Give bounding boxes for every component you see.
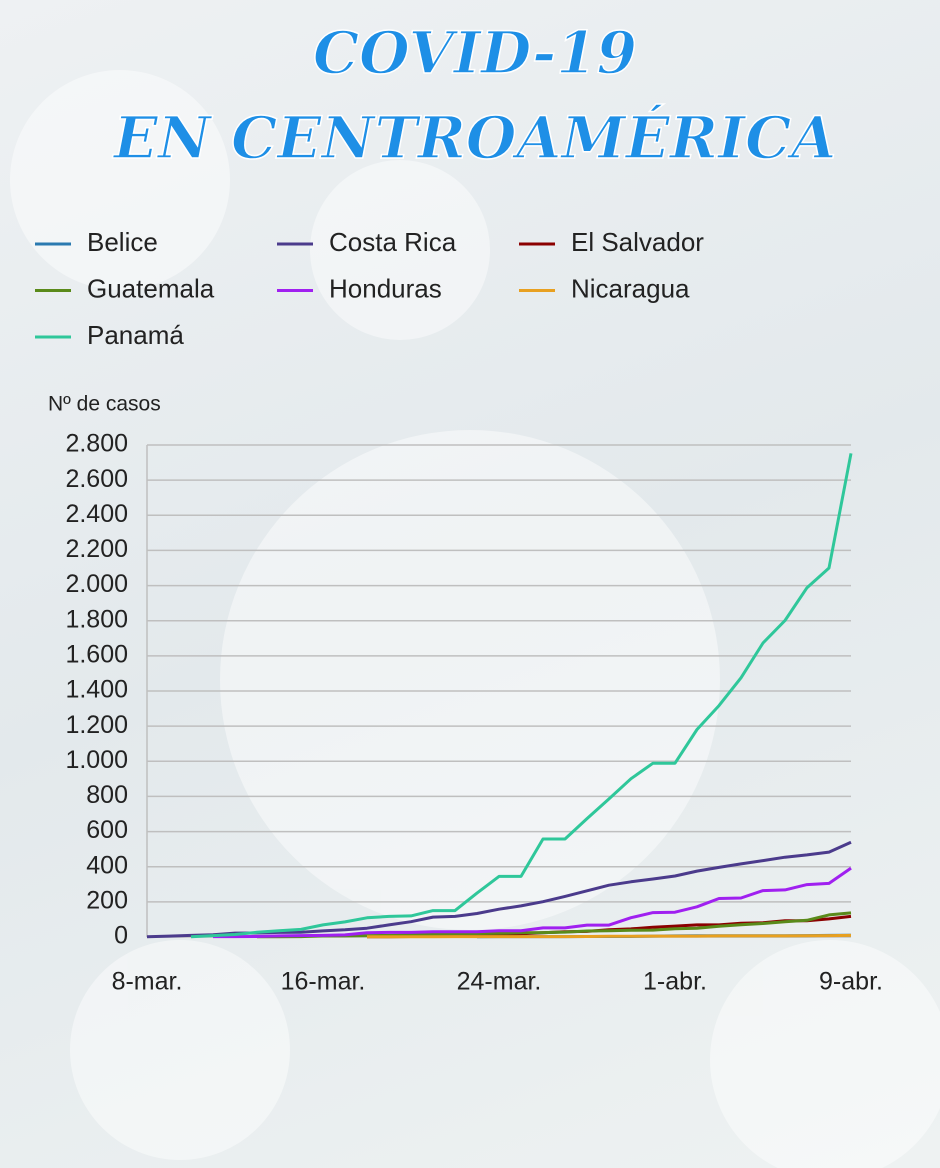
y-tick-label: 1.600 — [65, 640, 128, 668]
y-tick-label: 1.000 — [65, 746, 128, 774]
legend-label: Guatemala — [87, 273, 215, 303]
legend-label: El Salvador — [571, 227, 704, 257]
series-line — [367, 933, 852, 939]
x-tick-label: 1-abr. — [643, 968, 707, 996]
series-line — [257, 911, 852, 939]
chart-subtitle: EN CENTROAMÉRICA — [112, 104, 837, 172]
x-tick-label: 24-mar. — [457, 968, 542, 996]
y-tick-label: 800 — [86, 781, 128, 809]
y-tick-label: 600 — [86, 816, 128, 844]
y-tick-label: 2.600 — [65, 465, 128, 493]
series-line — [213, 866, 852, 939]
decoration — [10, 70, 940, 1168]
x-tick-label: 9-abr. — [819, 968, 883, 996]
x-tick-label: 8-mar. — [112, 968, 183, 996]
legend-label: Honduras — [329, 273, 442, 303]
legend-label: Belice — [87, 227, 158, 257]
legend-label: Costa Rica — [329, 227, 457, 257]
y-tick-label: 1.800 — [65, 605, 128, 633]
y-tick-label: 2.800 — [65, 430, 128, 458]
chart-title: COVID-19 — [313, 19, 637, 87]
series-line — [190, 453, 853, 939]
legend-label: Panamá — [87, 320, 184, 350]
y-tick-label: 400 — [86, 851, 128, 879]
y-tick-label: 1.200 — [65, 711, 128, 739]
x-tick-label: 16-mar. — [281, 968, 366, 996]
y-tick-label: 2.400 — [65, 500, 128, 528]
y-tick-label: 1.400 — [65, 676, 128, 704]
y-tick-label: 2.200 — [65, 535, 128, 563]
y-tick-label: 2.000 — [65, 570, 128, 598]
y-tick-label: 200 — [86, 886, 128, 914]
y-axis-label: Nº de casos — [48, 393, 161, 416]
legend-label: Nicaragua — [571, 273, 690, 303]
y-tick-label: 0 — [114, 922, 128, 950]
